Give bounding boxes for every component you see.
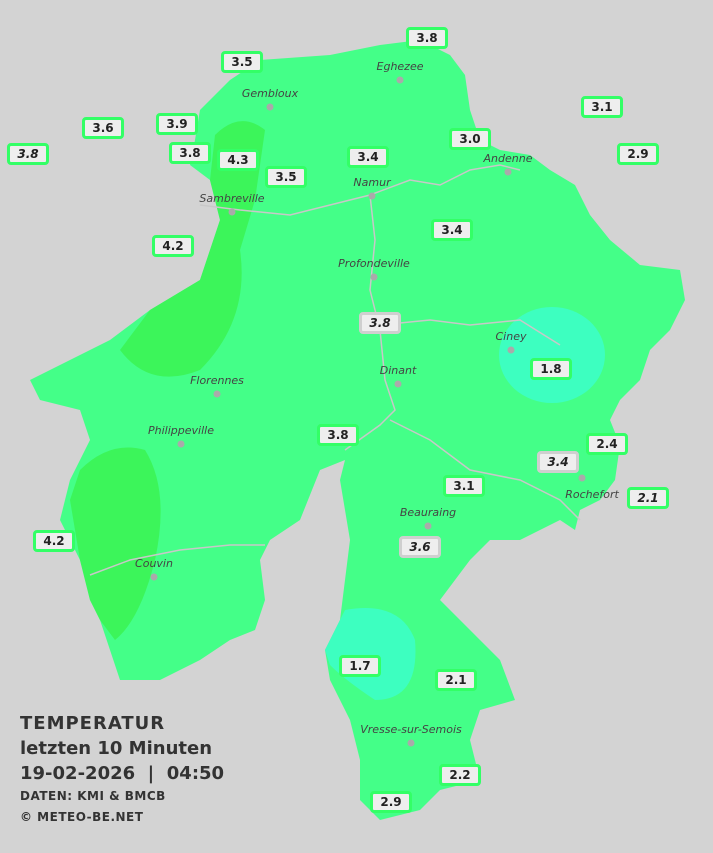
city-dot [396,76,404,84]
legend-title: TEMPERATUR [20,713,166,734]
temperature-label[interactable]: 1.8 [530,358,572,380]
legend-copyright: © METEO-BE.NET [20,810,144,824]
city-dot [394,380,402,388]
city-dot [177,440,185,448]
city-dot [266,103,274,111]
temperature-label[interactable]: 2.1 [627,487,669,509]
city-label: Philippeville [148,424,214,437]
city-label: Vresse-sur-Semois [360,723,462,736]
city-label: Namur [353,176,391,189]
city-dot [368,192,376,200]
temperature-label[interactable]: 4.3 [217,149,259,171]
city-dot [150,573,158,581]
temperature-label[interactable]: 3.4 [537,451,579,473]
legend-datetime: 19-02-2026 | 04:50 [20,763,225,784]
river-ourthe [379,319,561,346]
city-dot [228,208,236,216]
temperature-label[interactable]: 3.4 [347,146,389,168]
river-lesse [389,419,581,521]
temperature-label[interactable]: 1.7 [339,655,381,677]
city-dot [407,739,415,747]
temperature-label[interactable]: 2.9 [617,143,659,165]
temperature-label[interactable]: 3.6 [82,117,124,139]
city-dot [507,346,515,354]
temperature-label[interactable]: 3.8 [169,142,211,164]
city-label: Florennes [190,374,244,387]
temperature-label[interactable]: 2.1 [435,669,477,691]
legend: TEMPERATUR letzten 10 Minuten 19-02-2026… [20,712,224,828]
temperature-label[interactable]: 2.2 [439,764,481,786]
legend-period: letzten 10 Minuten [20,738,213,759]
cold-zone-ciney [499,307,605,403]
city-dot [578,474,586,482]
city-dot [213,390,221,398]
temperature-label[interactable]: 2.9 [370,791,412,813]
city-label: Eghezee [376,60,424,73]
city-label: Andenne [483,152,533,165]
warm-zone-west [70,447,161,640]
river-meuse [199,164,521,451]
city-label: Beauraing [399,506,457,519]
city-label: Sambreville [199,192,265,205]
temperature-label[interactable]: 3.5 [221,51,263,73]
temperature-label[interactable]: 3.8 [7,143,49,165]
river-viroin [89,544,265,576]
warm-zone-north [120,121,265,377]
temperature-label[interactable]: 3.9 [156,113,198,135]
legend-source: DATEN: KMI & BMCB [20,789,166,803]
temperature-label[interactable]: 3.1 [443,475,485,497]
cold-zone-vresse [325,608,416,700]
temperature-label[interactable]: 3.5 [265,166,307,188]
temperature-label[interactable]: 4.2 [152,235,194,257]
city-dot [424,522,432,530]
city-label: Rochefort [565,488,619,501]
temperature-label[interactable]: 3.1 [581,96,623,118]
temperature-label[interactable]: 3.4 [431,219,473,241]
city-label: Ciney [495,330,527,343]
temperature-label[interactable]: 2.4 [586,433,628,455]
city-dot [370,273,378,281]
temperature-label[interactable]: 3.0 [449,128,491,150]
temperature-label[interactable]: 3.8 [406,27,448,49]
city-label: Gembloux [241,87,299,100]
city-label: Dinant [379,364,417,377]
temperature-label[interactable]: 3.8 [359,312,401,334]
temperature-label[interactable]: 4.2 [33,530,75,552]
city-label: Profondeville [338,257,410,270]
temperature-label[interactable]: 3.6 [399,536,441,558]
temperature-label[interactable]: 3.8 [317,424,359,446]
city-label: Couvin [135,557,173,570]
city-dot [504,168,512,176]
